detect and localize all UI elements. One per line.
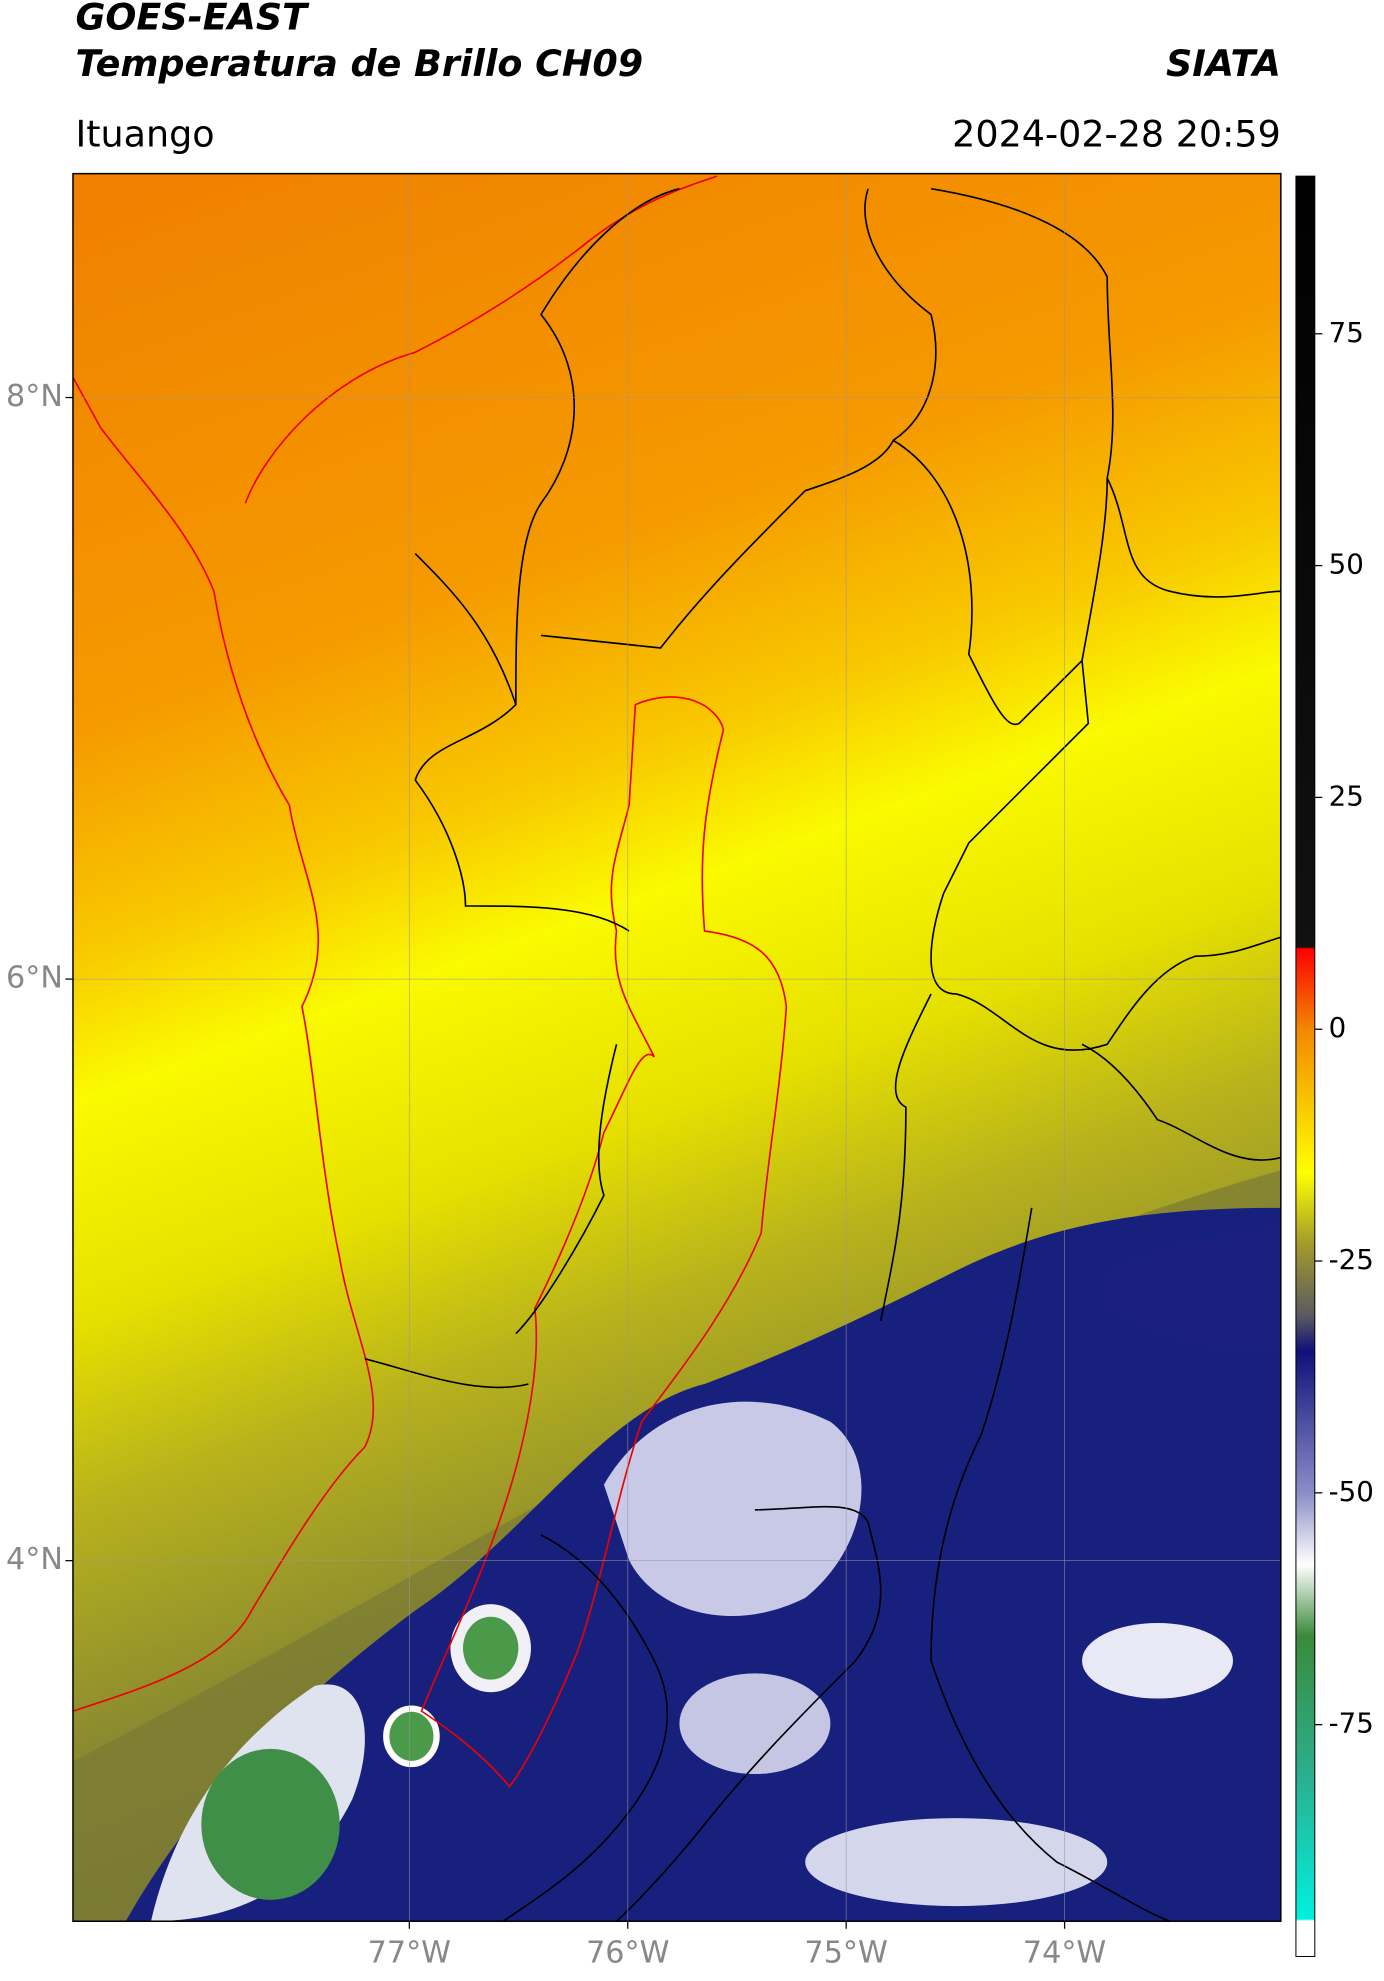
map-frame: [72, 172, 1282, 1922]
lon-label: 76°W: [586, 1935, 669, 1970]
cloud-top: [805, 1818, 1108, 1907]
colorbar-tick-label: 75: [1329, 316, 1364, 349]
cloud-top: [1082, 1623, 1234, 1699]
colorbar: [1295, 175, 1316, 1957]
lon-label: 74°W: [1023, 1935, 1106, 1970]
region: Ituango: [75, 112, 214, 155]
datetime: 2024-02-28 20:59: [952, 112, 1281, 155]
lat-label: 4°N: [6, 1542, 63, 1577]
colorbar-tick-label: 50: [1329, 548, 1364, 581]
coastline: [72, 175, 718, 1712]
lon-label: 75°W: [804, 1935, 887, 1970]
title: GOES-EAST: [75, 0, 310, 38]
colorbar-tick-label: -75: [1329, 1707, 1374, 1740]
colorbar-tick-label: 0: [1329, 1011, 1347, 1044]
colorbar-tick-label: -25: [1329, 1243, 1374, 1276]
cold-core: [201, 1748, 340, 1900]
admin-boundary: [364, 187, 1281, 1922]
colorbar-tick-label: 25: [1329, 779, 1364, 812]
basin-boundary: [420, 696, 788, 1788]
colorbar-tick-label: -50: [1329, 1475, 1374, 1508]
lat-label: 8°N: [6, 379, 63, 414]
subtitle: Temperatura de Brillo CH09: [75, 42, 643, 85]
colorbar-ticks: 75 50 25 0 -25 -50 -75: [1314, 316, 1374, 1740]
cloud-top: [679, 1673, 831, 1775]
lon-label: 77°W: [368, 1935, 451, 1970]
lat-label: 6°N: [6, 961, 63, 996]
source: SIATA: [1166, 42, 1281, 85]
cloud-top: [603, 1401, 862, 1617]
cold-core: [383, 1705, 440, 1768]
map-field: [72, 173, 1281, 1922]
graticule: 77°W 76°W 75°W 74°W 8°N 6°N 4°N: [6, 173, 1281, 1970]
cold-cloud: [1107, 1226, 1281, 1350]
cold-core: [463, 1616, 519, 1680]
